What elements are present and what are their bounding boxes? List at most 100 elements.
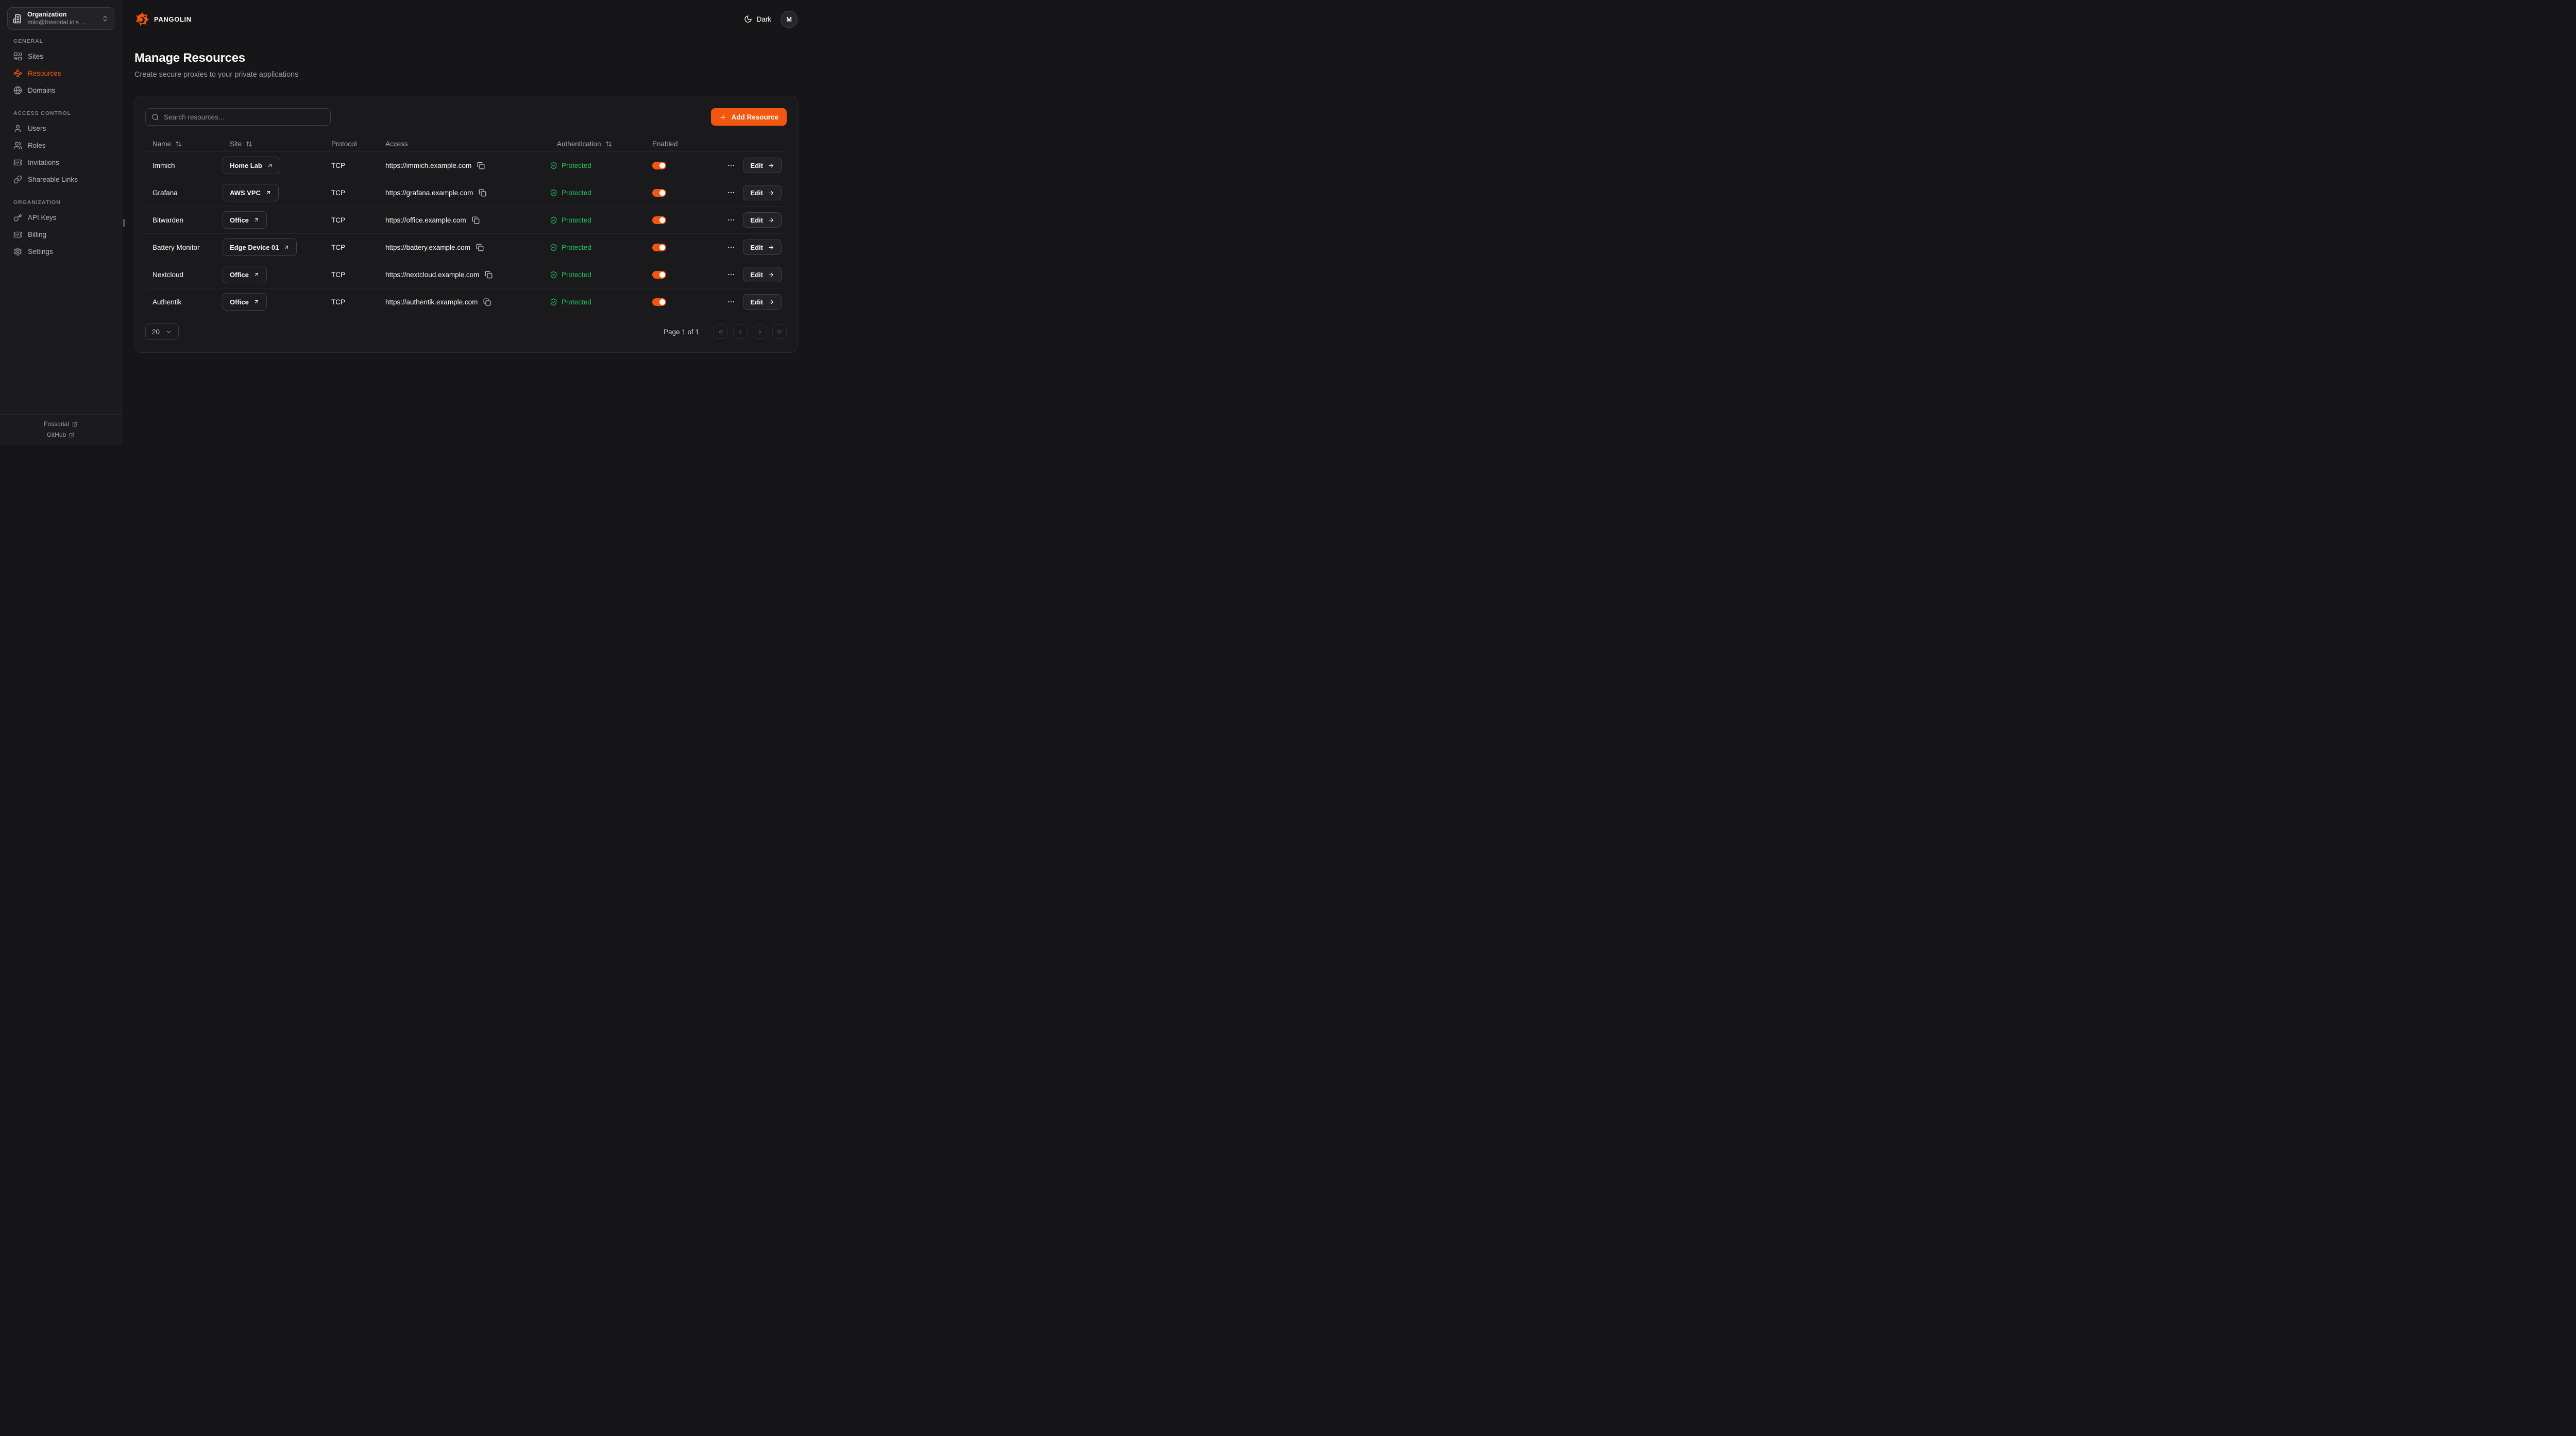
edit-button[interactable]: Edit: [743, 294, 782, 310]
main-content: PANGOLIN Dark M Manage Resources Create …: [123, 0, 808, 353]
protocol: TCP: [331, 244, 385, 251]
protocol: TCP: [331, 298, 385, 306]
enabled-toggle[interactable]: [652, 189, 666, 197]
first-page-button[interactable]: [714, 324, 728, 339]
row-menu-button[interactable]: [726, 187, 736, 198]
copy-button[interactable]: [483, 298, 491, 306]
site-link-button[interactable]: Office: [223, 266, 267, 283]
copy-icon: [483, 298, 491, 306]
auth-status: Protected: [550, 298, 652, 306]
sidebar-item-domains[interactable]: Domains: [6, 82, 115, 99]
chevron-down-icon: [165, 329, 172, 335]
sidebar-item-shareable-links[interactable]: Shareable Links: [6, 171, 115, 188]
edit-button[interactable]: Edit: [743, 240, 782, 255]
edit-button[interactable]: Edit: [743, 158, 782, 173]
theme-toggle[interactable]: Dark: [744, 15, 771, 23]
sidebar-item-resources[interactable]: Resources: [6, 65, 115, 82]
site-link-button[interactable]: Office: [223, 211, 267, 229]
column-header-site[interactable]: Site: [223, 140, 331, 148]
site-link-button[interactable]: Office: [223, 293, 267, 311]
org-selector-value: milo@fossorial.io's ...: [27, 19, 97, 27]
edit-button[interactable]: Edit: [743, 212, 782, 228]
ellipsis-icon: [727, 270, 735, 279]
auth-status-label: Protected: [562, 271, 591, 279]
chevrons-right-icon: [776, 328, 783, 335]
copy-button[interactable]: [476, 244, 484, 251]
add-resource-button[interactable]: Add Resource: [711, 108, 787, 126]
sidebar-nav: GENERAL Sites Resources Domains ACCESS C…: [0, 30, 122, 414]
protocol: TCP: [331, 189, 385, 197]
row-menu-button[interactable]: [726, 242, 736, 252]
enabled-toggle[interactable]: [652, 162, 666, 169]
shield-check-icon: [550, 216, 557, 224]
page-size-value: 20: [152, 328, 160, 336]
last-page-button[interactable]: [772, 324, 787, 339]
access-url: https://grafana.example.com: [385, 189, 473, 197]
edit-button[interactable]: Edit: [743, 267, 782, 282]
avatar[interactable]: M: [781, 11, 798, 28]
page-title: Manage Resources: [134, 51, 796, 65]
row-menu-button[interactable]: [726, 215, 736, 225]
page-size-select[interactable]: 20: [145, 323, 179, 340]
row-menu-button[interactable]: [726, 160, 736, 170]
resources-card: Add Resource Name Site Protocol Access A…: [134, 96, 798, 353]
sidebar-resize-handle[interactable]: [123, 219, 125, 227]
topbar-right: Dark M: [744, 11, 798, 28]
site-link-button[interactable]: Edge Device 01: [223, 238, 297, 256]
shield-check-icon: [550, 298, 557, 306]
copy-button[interactable]: [477, 162, 485, 169]
copy-icon: [485, 271, 493, 279]
copy-button[interactable]: [485, 271, 493, 279]
org-selector[interactable]: Organization milo@fossorial.io's ...: [7, 7, 114, 30]
column-header-authentication[interactable]: Authentication: [550, 140, 652, 148]
column-label: Enabled: [652, 140, 678, 148]
row-menu-button[interactable]: [726, 269, 736, 280]
table-header: Name Site Protocol Access Authentication…: [145, 136, 787, 151]
edit-button-label: Edit: [750, 216, 763, 224]
edit-button-label: Edit: [750, 189, 763, 197]
toggle-knob: [659, 272, 665, 278]
toggle-knob: [659, 299, 665, 305]
copy-button[interactable]: [479, 189, 486, 197]
sidebar-item-billing[interactable]: Billing: [6, 226, 115, 243]
auth-status-label: Protected: [562, 298, 591, 306]
receipt-icon: [13, 230, 22, 239]
enabled-toggle[interactable]: [652, 298, 666, 306]
search-input[interactable]: [164, 113, 325, 121]
toggle-knob: [659, 217, 665, 223]
column-header-name[interactable]: Name: [145, 140, 223, 148]
org-selector-label: Organization: [27, 10, 97, 19]
site-link-button[interactable]: Home Lab: [223, 157, 280, 174]
edit-button[interactable]: Edit: [743, 185, 782, 200]
sidebar-item-sites[interactable]: Sites: [6, 48, 115, 65]
copy-button[interactable]: [472, 216, 480, 224]
key-icon: [13, 213, 22, 222]
sidebar-item-label: API Keys: [28, 214, 57, 221]
fossorial-link[interactable]: Fossorial: [44, 420, 78, 428]
sidebar-item-invitations[interactable]: Invitations: [6, 154, 115, 171]
arrow-up-right-icon: [253, 217, 260, 223]
sidebar-item-users[interactable]: Users: [6, 120, 115, 137]
enabled-toggle[interactable]: [652, 271, 666, 279]
edit-button-label: Edit: [750, 162, 763, 169]
sidebar-item-roles[interactable]: Roles: [6, 137, 115, 154]
access-url: https://office.example.com: [385, 216, 466, 224]
sort-icon: [605, 141, 612, 147]
sidebar-item-label: Billing: [28, 231, 46, 238]
chevron-right-icon: [756, 328, 764, 335]
ticket-check-icon: [13, 158, 22, 167]
previous-page-button[interactable]: [733, 324, 748, 339]
sidebar-item-api-keys[interactable]: API Keys: [6, 209, 115, 226]
arrow-up-right-icon: [253, 299, 260, 305]
next-page-button[interactable]: [753, 324, 767, 339]
site-link-button[interactable]: AWS VPC: [223, 184, 279, 201]
row-menu-button[interactable]: [726, 297, 736, 307]
enabled-toggle[interactable]: [652, 216, 666, 224]
shield-check-icon: [550, 244, 557, 251]
sidebar-item-settings[interactable]: Settings: [6, 243, 115, 260]
github-link[interactable]: GitHub: [47, 431, 75, 438]
enabled-toggle[interactable]: [652, 244, 666, 251]
sidebar-footer: Fossorial GitHub: [0, 414, 122, 445]
brand-name: PANGOLIN: [154, 15, 192, 23]
table-row: Immich Home Lab TCP https://immich.examp…: [145, 151, 787, 179]
